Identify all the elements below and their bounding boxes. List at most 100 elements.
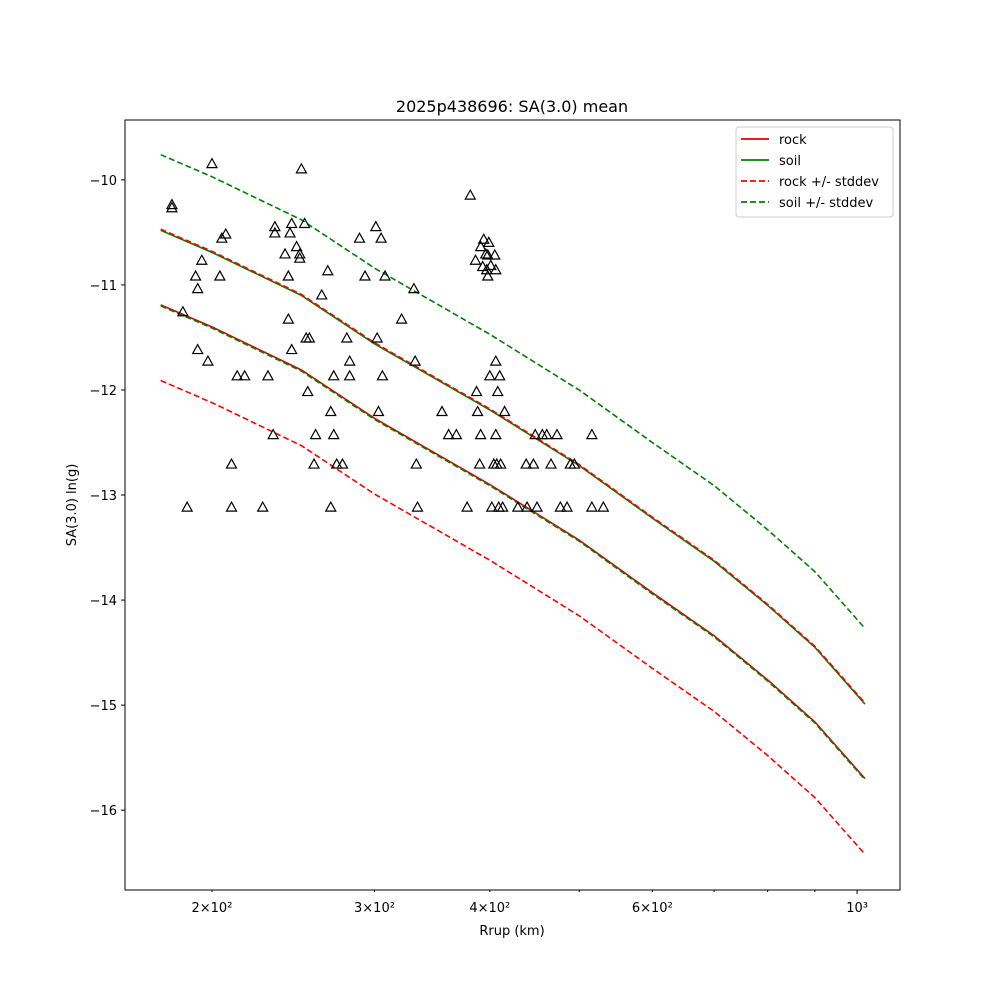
observation-point [301,385,314,397]
observation-point [485,500,498,512]
stddev-lower-line [160,305,866,781]
stddev-upper-line [160,153,866,629]
y-axis-label: SA(3.0) ln(g) [65,464,80,547]
observation-point [554,500,567,512]
observation-point [483,369,496,381]
chart-title: 2025p438696: SA(3.0) mean [396,97,628,116]
observation-point [340,331,353,343]
observation-point [568,457,581,469]
observation-point [295,162,308,174]
observation-point [308,457,321,469]
observation-point [371,331,384,343]
observation-point [493,369,506,381]
observation-point [474,240,487,252]
observation-point [491,385,504,397]
observation-point [435,405,448,417]
y-tick-label: −13 [90,489,117,504]
observation-point [540,428,553,440]
stddev-lower-line [160,379,866,855]
observation-point [489,428,502,440]
observation-point [309,428,322,440]
observation-point [285,217,298,229]
y-tick-label: −11 [90,279,117,294]
plot-area: −10 −11 −12 −13 −14 −15 −16 2×10² 3×10² 4×10² 6×10… [90,153,868,916]
observation-point [469,254,482,265]
observation-point [477,233,490,244]
observation-point [461,500,474,512]
observation-point [238,369,251,381]
legend-box [735,126,894,218]
observation-point [409,354,422,366]
observation-point [343,354,356,366]
observation-point [231,369,244,381]
observation-point [484,259,497,271]
observation-point [372,405,385,417]
observation-point [450,428,463,440]
legend-label: soil +/- stddev [779,196,874,211]
axes-frame [124,119,901,891]
observation-point [324,405,337,417]
observation-point [256,500,269,512]
observation-point [327,428,340,440]
observation-point [476,260,489,272]
observation-point [520,457,533,469]
observation-point [489,354,502,366]
observation-point [268,226,281,238]
observation-point [261,369,274,381]
x-tick-label: 6×10² [632,901,673,916]
legend-label: rock [779,133,807,148]
observation-point [213,269,226,281]
observation-point [285,343,298,355]
observation-point [201,354,214,366]
observation-point [407,282,420,294]
observation-point [395,312,408,324]
observation-point [191,282,204,294]
y-tick-label: −14 [90,594,117,609]
observation-point [481,248,494,260]
observation-point [498,405,511,417]
observation-point [336,457,349,469]
x-tick-label: 2×10² [191,901,232,916]
observation-point [324,500,337,512]
observation-point [279,247,292,259]
y-tick-label: −15 [90,699,117,714]
observation-point [411,500,424,512]
observation-point [327,369,340,381]
observation-point [176,305,189,317]
series-line [160,229,866,705]
observation-point [585,428,598,440]
observation-point [471,405,484,417]
observation-point [195,254,208,265]
observation-point [544,457,558,469]
observation-point [482,236,495,248]
x-tick-label: 4×10² [469,901,510,916]
observation-point [375,231,388,243]
observation-point [530,500,544,512]
legend-label: soil [779,154,801,169]
observation-point [330,457,343,469]
stddev-upper-line [160,228,866,704]
observation-point [473,457,486,469]
observation-point [189,269,202,281]
legend-label: rock +/- stddev [779,175,879,190]
y-tick-label: −12 [90,384,117,399]
observation-point [597,500,610,512]
observation-point [379,269,392,281]
observation-point [219,227,232,239]
observation-point [474,428,487,440]
y-tick-label: −10 [90,174,117,189]
observation-point [282,312,295,324]
observation-point [527,457,540,469]
observation-point [494,457,507,469]
series-line [160,304,866,780]
observation-point [358,269,372,281]
observation-point [205,157,218,169]
observation-point [268,220,281,232]
observation-point [321,264,334,276]
observation-point [479,247,492,259]
observation-point [376,369,389,381]
observation-point [267,428,280,440]
observation-point [343,369,356,381]
observation-point [464,188,477,200]
